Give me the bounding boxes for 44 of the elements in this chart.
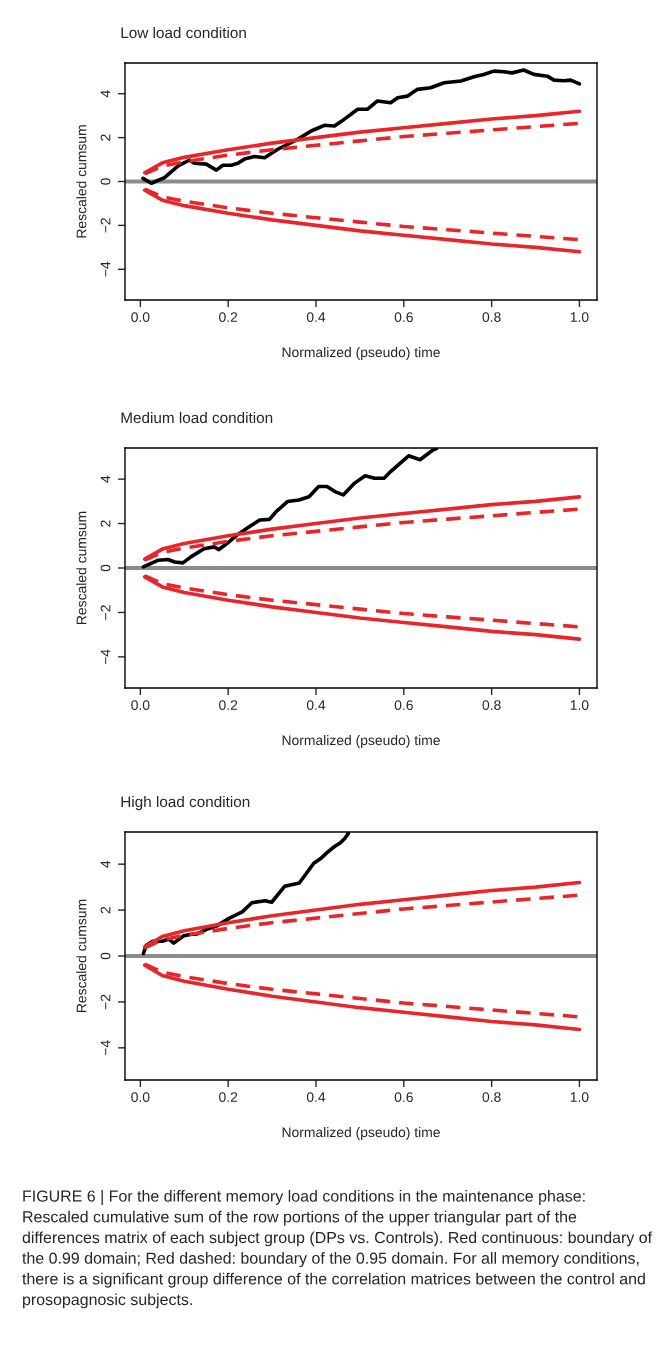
- y-tick-label: −4: [100, 261, 111, 277]
- y-tick-label: 0: [100, 952, 111, 960]
- chart-title: Low load condition: [121, 26, 246, 39]
- x-tick-label: 0.6: [394, 1092, 413, 1103]
- x-tick-label: 0.8: [482, 700, 501, 711]
- y-axis-title: Rescaled cumsum: [76, 511, 87, 624]
- y-axis-title: Rescaled cumsum: [76, 899, 87, 1012]
- x-tick-label: 0.4: [306, 700, 326, 711]
- x-tick-label: 0.0: [131, 700, 150, 711]
- x-tick-label: 0.4: [306, 1092, 326, 1103]
- x-tick-label: 1.0: [570, 1092, 589, 1103]
- x-tick-label: 0.4: [306, 312, 326, 323]
- y-tick-label: 2: [100, 520, 111, 527]
- caption: FIGURE 6 | For the different memory load conditions in the maintenance phase: Rescaled cumulative sum of the row portions of the upper triangular part of the differences matrix of each subject group (DPs vs. Controls). Red continuous: boundary of the 0.99 domain; Red dashed: boundary of the 0.95 domain. For all memory conditions, there is a significant group difference of the correlation matrices between the control and prosopagnosic subjects.: [22, 1190, 653, 1309]
- x-tick-label: 0.2: [219, 700, 238, 711]
- y-tick-label: 4: [100, 90, 111, 98]
- x-tick-label: 0.0: [131, 1092, 150, 1103]
- y-tick-label: −2: [100, 218, 111, 233]
- x-axis-title: Normalized (pseudo) time: [282, 1126, 440, 1140]
- y-tick-label: −2: [100, 994, 111, 1010]
- y-tick-label: −2: [100, 605, 111, 620]
- line-series: [141, 68, 582, 186]
- x-tick-label: 0.2: [219, 312, 238, 323]
- x-tick-label: 0.2: [219, 1092, 238, 1103]
- chart-title: Medium load condition: [121, 411, 273, 424]
- x-tick-label: 0.6: [394, 700, 413, 711]
- x-axis-title: Normalized (pseudo) time: [282, 346, 440, 360]
- chart-title: High load condition: [121, 795, 250, 811]
- y-tick-label: 2: [100, 906, 111, 914]
- y-axis-title: Rescaled cumsum: [76, 125, 87, 238]
- x-axis-title: Normalized (pseudo) time: [282, 734, 440, 748]
- x-tick-label: 0.8: [482, 312, 501, 323]
- y-tick-label: −4: [100, 1040, 111, 1056]
- y-tick-label: 4: [100, 475, 111, 483]
- y-tick-label: 2: [100, 134, 111, 141]
- y-tick-label: 0: [100, 564, 111, 572]
- x-tick-label: 1.0: [570, 700, 589, 711]
- x-tick-label: 0.0: [131, 312, 150, 323]
- x-tick-label: 0.8: [482, 1092, 501, 1103]
- y-tick-label: 4: [100, 860, 111, 868]
- y-tick-label: −4: [100, 649, 111, 665]
- y-tick-label: 0: [100, 178, 111, 185]
- x-tick-label: 0.6: [394, 312, 413, 323]
- x-tick-label: 1.0: [570, 312, 589, 323]
